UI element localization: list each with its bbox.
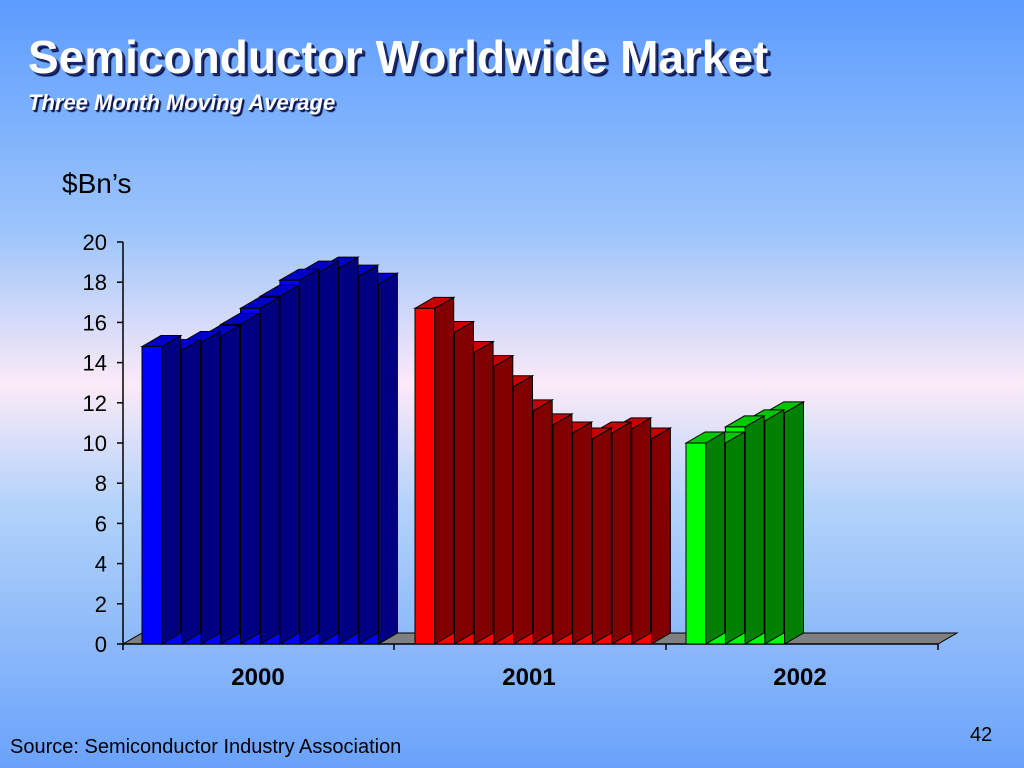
bar-side-face — [161, 334, 182, 645]
bar-side-face — [631, 417, 652, 645]
slide-subtitle: Three Month Moving Average — [28, 90, 336, 115]
y-tick-label: 12 — [83, 391, 107, 416]
bar-side-face — [259, 296, 280, 645]
slide-title: Semiconductor Worldwide Market — [28, 31, 769, 83]
y-tick-label: 4 — [95, 552, 107, 577]
bar-front-face — [685, 442, 707, 645]
bar-side-face — [473, 340, 494, 645]
y-tick-label: 20 — [83, 230, 107, 255]
bar-side-face — [532, 398, 553, 645]
y-tick-label: 10 — [83, 431, 107, 456]
bar-side-face — [299, 268, 320, 645]
bar-side-face — [572, 421, 593, 645]
bar-side-face — [180, 338, 201, 645]
y-tick-label: 18 — [83, 270, 107, 295]
bar-side-face — [453, 320, 474, 645]
bar-side-face — [552, 413, 573, 645]
y-tick-label: 0 — [95, 632, 107, 657]
bar-side-face — [591, 427, 612, 645]
bar-side-face — [434, 296, 455, 645]
x-category-label-2000: 2000 — [231, 664, 284, 691]
bar-2000-1 — [140, 334, 183, 645]
y-tick-label: 16 — [83, 310, 107, 335]
bar-2001-1 — [413, 296, 456, 645]
bar-side-face — [744, 415, 765, 645]
bar-side-face — [318, 260, 339, 645]
source-note: Source: Semiconductor Industry Associati… — [10, 736, 402, 758]
bar-side-face — [493, 354, 514, 645]
bar-2002-1 — [684, 431, 727, 645]
bar-side-face — [784, 400, 804, 645]
bar-front-face — [414, 307, 436, 645]
y-tick-label: 6 — [95, 511, 107, 536]
bar-side-face — [358, 264, 379, 645]
bar-side-face — [705, 431, 726, 645]
bar-side-face — [240, 312, 260, 645]
bar-side-face — [513, 374, 533, 645]
bar-side-face — [279, 284, 300, 645]
y-axis-unit-label: $Bn’s — [62, 168, 132, 199]
bar-side-face — [200, 330, 221, 645]
page-number: 42 — [970, 724, 993, 746]
bar-side-face — [338, 256, 359, 645]
bar-front-face — [141, 346, 163, 645]
y-tick-label: 2 — [95, 592, 107, 617]
bar-side-face — [377, 272, 398, 645]
bar-side-face — [650, 427, 671, 645]
x-category-label-2001: 2001 — [502, 664, 555, 691]
bar-side-face — [764, 409, 785, 645]
y-tick-label: 8 — [95, 471, 107, 496]
bar-side-face — [220, 324, 241, 645]
y-tick-label: 14 — [83, 351, 107, 376]
x-category-label-2002: 2002 — [773, 664, 826, 691]
bar-side-face — [724, 431, 745, 645]
bar-side-face — [611, 421, 632, 645]
